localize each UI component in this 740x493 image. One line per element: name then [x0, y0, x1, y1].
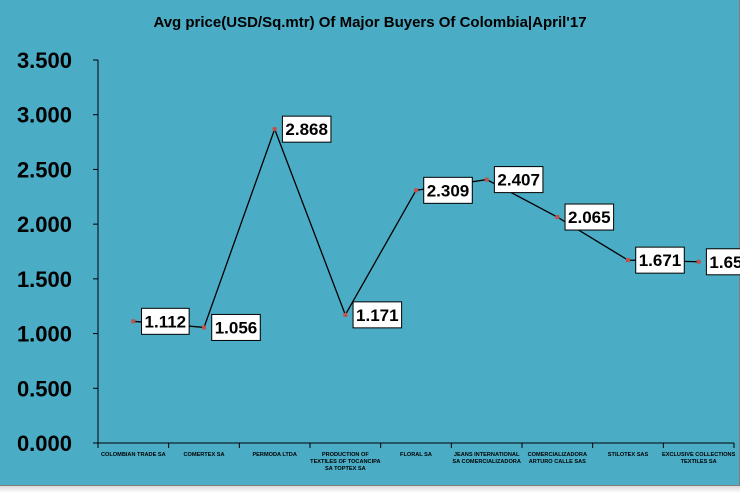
data-label: 1.671: [635, 246, 685, 274]
data-label: 1.112: [141, 307, 190, 335]
y-tick-label: 0.000: [17, 431, 72, 456]
x-tick-label: PERMODA LTDA: [252, 452, 296, 458]
data-label: 1.656: [705, 248, 740, 276]
axes: [97, 60, 734, 444]
data-point-marker: [414, 188, 418, 193]
data-point-marker: [626, 258, 630, 263]
x-axis-ticks: COLOMBIAN TRADE SA COMERTEX SA PERMODA LTD…: [97, 443, 736, 472]
data-point-marker: [202, 325, 206, 330]
data-label: 2.065: [564, 203, 615, 231]
data-label-box: [281, 115, 332, 143]
y-tick-label: 1.000: [17, 322, 72, 347]
data-label-text: 2.868: [285, 120, 328, 139]
data-label-box: [564, 203, 615, 231]
y-tick-label: 3.500: [17, 48, 72, 73]
x-tick-label: COLOMBIAN TRADE SA: [101, 452, 166, 458]
data-label-text: 1.656: [709, 253, 740, 272]
data-label-box: [635, 246, 685, 274]
data-point-marker: [343, 312, 348, 317]
data-label: 1.056: [211, 313, 261, 341]
x-tick-label: EXCLUSIVE COLLECTIONS TEXTILES SA: [662, 452, 736, 465]
data-label-text: 2.065: [568, 208, 611, 227]
data-label-box: [705, 248, 740, 276]
data-label-text: 1.112: [145, 312, 187, 331]
data-label-text: 1.056: [215, 318, 258, 337]
y-axis-ticks: 0.000 0.500 1.000 1.500 2.000 2.500 3.000 3.500: [17, 48, 98, 456]
data-label-text: 2.309: [427, 181, 470, 200]
data-label: 2.407: [493, 166, 544, 194]
data-point-marker: [555, 215, 560, 220]
y-tick-label: 0.500: [17, 376, 72, 401]
data-point-marker: [696, 259, 701, 264]
data-point-marker: [131, 319, 136, 324]
data-label-text: 1.171: [356, 306, 399, 325]
data-point-marker: [484, 177, 489, 182]
data-label-box: [423, 176, 473, 204]
x-tick-label: FLORAL SA: [400, 452, 432, 458]
data-labels: 1.112 1.056 2.868 1.171 2.309 2.407 2.065 1.671…: [141, 115, 740, 341]
x-tick-label: PRODUCTION OF TEXTILES OF TOCANCIPA SA TOP…: [310, 452, 380, 472]
y-tick-label: 1.500: [17, 267, 72, 292]
frame-shadow: [0, 486, 740, 493]
chart-title: Avg price(USD/Sq.mtr) Of Major Buyers Of…: [153, 14, 586, 31]
data-label-box: [141, 307, 190, 335]
data-label-text: 1.671: [639, 251, 682, 270]
series-markers: [131, 127, 701, 330]
x-tick-label: STILOTEX SAS: [608, 452, 649, 458]
data-label-box: [493, 166, 544, 194]
y-tick-label: 2.500: [17, 157, 72, 182]
y-tick-label: 3.000: [17, 103, 72, 128]
x-tick-label: COMERCIALIZADORA ARTURO CALLE SAS: [528, 452, 587, 465]
data-point-marker: [272, 127, 277, 132]
x-tick-label: JEANS INTERNATIONAL SA COMERCIALIZADORA: [452, 452, 520, 465]
y-tick-label: 2.000: [17, 212, 72, 237]
data-label-box: [352, 301, 403, 329]
data-label-box: [211, 313, 261, 341]
x-tick-label: COMERTEX SA: [183, 452, 224, 458]
data-label-text: 2.407: [497, 171, 540, 190]
data-label: 2.309: [423, 176, 473, 204]
data-label: 2.868: [281, 115, 332, 143]
data-label: 1.171: [352, 301, 403, 329]
